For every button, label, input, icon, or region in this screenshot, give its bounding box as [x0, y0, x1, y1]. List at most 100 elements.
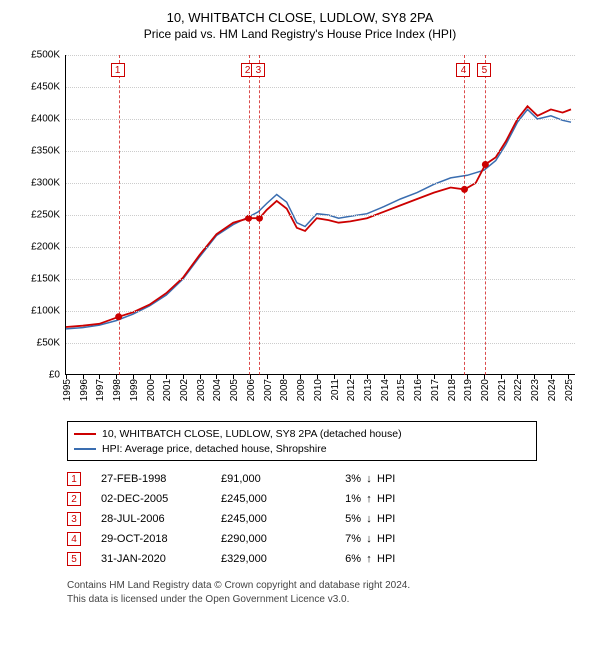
series-line — [66, 106, 571, 327]
x-axis-label: 2013 — [363, 379, 374, 401]
gridline — [66, 87, 575, 88]
x-axis-label: 2005 — [229, 379, 240, 401]
chart-container: 10, WHITBATCH CLOSE, LUDLOW, SY8 2PA Pri… — [0, 0, 600, 650]
legend-swatch — [74, 433, 96, 435]
legend-item: HPI: Average price, detached house, Shro… — [74, 441, 530, 456]
sale-date: 02-DEC-2005 — [101, 493, 221, 505]
sale-vline — [464, 55, 465, 375]
sale-pct: 5% — [321, 513, 361, 525]
sale-pct: 7% — [321, 533, 361, 545]
x-axis-label: 2012 — [346, 379, 357, 401]
y-axis-label: £300K — [31, 178, 60, 189]
gridline — [66, 215, 575, 216]
sales-row: 328-JUL-2006£245,0005%↓HPI — [67, 509, 588, 529]
y-axis-label: £500K — [31, 50, 60, 61]
x-axis-label: 2016 — [413, 379, 424, 401]
sale-pct: 6% — [321, 553, 361, 565]
chart-subtitle: Price paid vs. HM Land Registry's House … — [12, 27, 588, 41]
y-axis-label: £100K — [31, 306, 60, 317]
gridline — [66, 151, 575, 152]
x-axis-label: 2011 — [330, 379, 341, 401]
sale-pct: 1% — [321, 493, 361, 505]
sale-marker-box: 5 — [477, 63, 491, 77]
sale-hpi-label: HPI — [377, 553, 407, 565]
sale-price: £245,000 — [221, 493, 321, 505]
x-axis-label: 2023 — [530, 379, 541, 401]
x-axis-label: 2025 — [564, 379, 575, 401]
sale-price: £91,000 — [221, 473, 321, 485]
x-axis-label: 1998 — [112, 379, 123, 401]
x-axis-label: 2019 — [463, 379, 474, 401]
y-axis-label: £450K — [31, 82, 60, 93]
sale-number-box: 3 — [67, 512, 81, 526]
x-axis-label: 1996 — [79, 379, 90, 401]
x-axis-label: 2015 — [396, 379, 407, 401]
x-axis-label: 2010 — [313, 379, 324, 401]
sale-marker-box: 1 — [111, 63, 125, 77]
y-axis-label: £50K — [37, 338, 60, 349]
x-axis-label: 1995 — [62, 379, 73, 401]
legend-swatch — [74, 448, 96, 450]
x-axis-label: 2006 — [246, 379, 257, 401]
gridline — [66, 247, 575, 248]
x-axis-label: 2001 — [162, 379, 173, 401]
arrow-down-icon: ↓ — [361, 473, 377, 485]
y-axis-label: £0 — [49, 370, 60, 381]
gridline — [66, 119, 575, 120]
sale-vline — [259, 55, 260, 375]
x-axis-label: 2018 — [447, 379, 458, 401]
x-axis-label: 2000 — [146, 379, 157, 401]
gridline — [66, 343, 575, 344]
sales-row: 2 02-DEC-2005£245,0001%↑HPI — [67, 489, 588, 509]
sale-pct: 3% — [321, 473, 361, 485]
sale-hpi-label: HPI — [377, 513, 407, 525]
y-axis-label: £250K — [31, 210, 60, 221]
y-axis-label: £400K — [31, 114, 60, 125]
sale-number-box: 4 — [67, 532, 81, 546]
footer-attribution: Contains HM Land Registry data © Crown c… — [67, 579, 588, 606]
x-axis-label: 2007 — [263, 379, 274, 401]
x-axis-label: 2004 — [212, 379, 223, 401]
y-axis-label: £350K — [31, 146, 60, 157]
gridline — [66, 279, 575, 280]
sale-price: £290,000 — [221, 533, 321, 545]
x-axis-label: 2021 — [497, 379, 508, 401]
sale-marker-box: 3 — [251, 63, 265, 77]
sale-price: £245,000 — [221, 513, 321, 525]
sale-hpi-label: HPI — [377, 473, 407, 485]
x-axis-label: 1997 — [95, 379, 106, 401]
arrow-up-icon: ↑ — [361, 493, 377, 505]
chart-title: 10, WHITBATCH CLOSE, LUDLOW, SY8 2PA — [12, 10, 588, 25]
sale-date: 29-OCT-2018 — [101, 533, 221, 545]
gridline — [66, 55, 575, 56]
sale-date: 28-JUL-2006 — [101, 513, 221, 525]
sale-date: 31-JAN-2020 — [101, 553, 221, 565]
legend-label: 10, WHITBATCH CLOSE, LUDLOW, SY8 2PA (de… — [102, 428, 402, 440]
sale-price: £329,000 — [221, 553, 321, 565]
arrow-up-icon: ↑ — [361, 553, 377, 565]
x-axis-label: 2014 — [380, 379, 391, 401]
x-axis-label: 2002 — [179, 379, 190, 401]
sale-number-box: 2 — [67, 492, 81, 506]
x-axis-label: 2020 — [480, 379, 491, 401]
plot-area — [65, 55, 575, 375]
x-axis-label: 2008 — [279, 379, 290, 401]
arrow-down-icon: ↓ — [361, 533, 377, 545]
chart-plot-wrap: £0£50K£100K£150K£200K£250K£300K£350K£400… — [20, 55, 580, 415]
sale-hpi-label: HPI — [377, 493, 407, 505]
sale-vline — [485, 55, 486, 375]
x-axis-label: 2024 — [547, 379, 558, 401]
sale-vline — [249, 55, 250, 375]
sales-row: 429-OCT-2018£290,0007%↓HPI — [67, 529, 588, 549]
footer-line-1: Contains HM Land Registry data © Crown c… — [67, 579, 588, 593]
x-axis-label: 2017 — [430, 379, 441, 401]
sales-row: 5 31-JAN-2020£329,0006%↑HPI — [67, 549, 588, 569]
sale-vline — [119, 55, 120, 375]
sale-number-box: 5 — [67, 552, 81, 566]
gridline — [66, 311, 575, 312]
x-axis-label: 2022 — [513, 379, 524, 401]
legend-box: 10, WHITBATCH CLOSE, LUDLOW, SY8 2PA (de… — [67, 421, 537, 461]
gridline — [66, 183, 575, 184]
sales-table: 127-FEB-1998£91,0003%↓HPI202-DEC-2005£24… — [67, 469, 588, 569]
footer-line-2: This data is licensed under the Open Gov… — [67, 593, 588, 607]
